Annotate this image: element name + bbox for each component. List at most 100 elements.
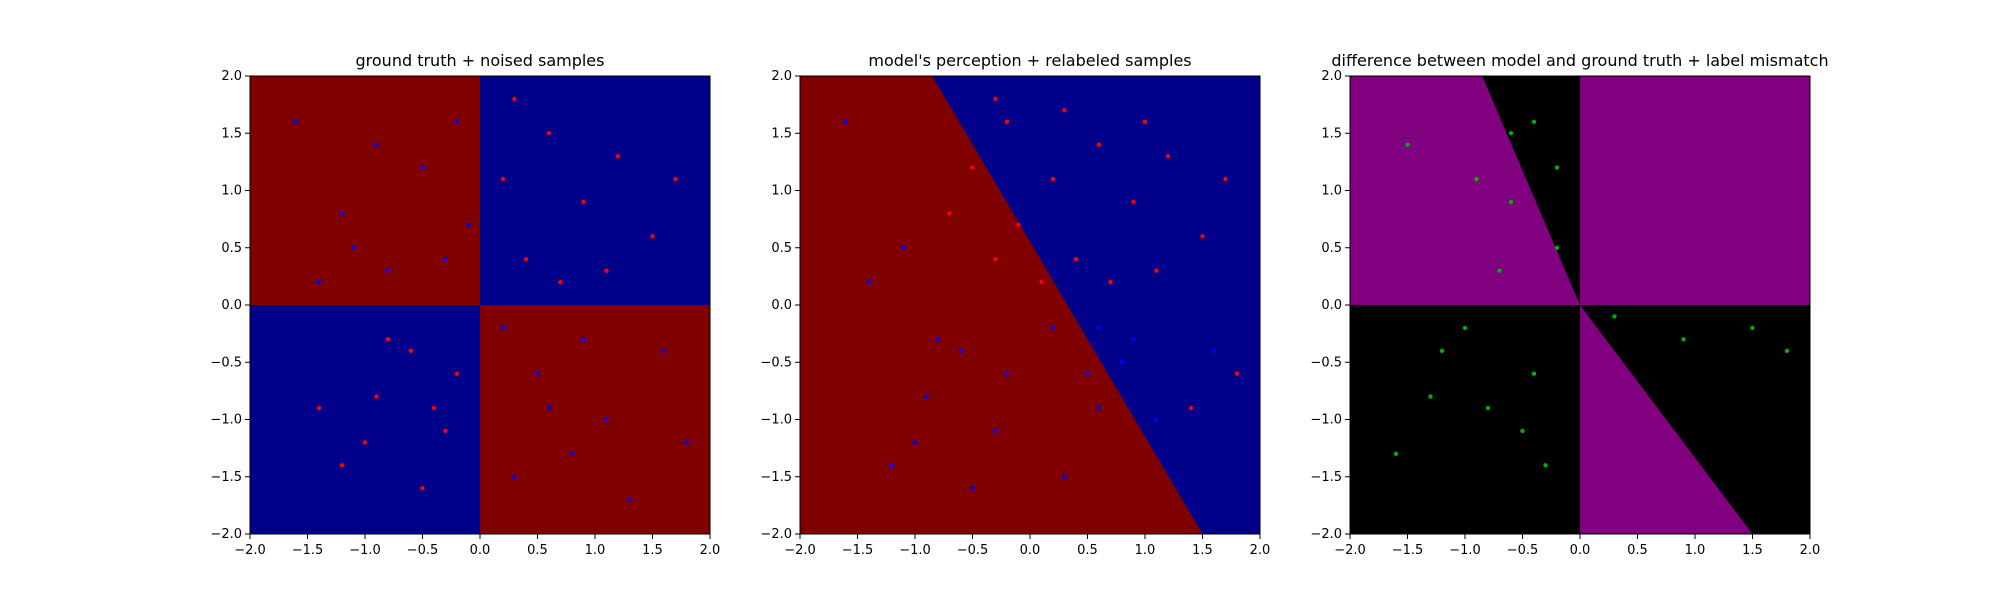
y-tick-label: −1.0 xyxy=(760,413,792,428)
data-point xyxy=(1004,119,1010,125)
x-tick-label: −1.0 xyxy=(1449,543,1481,558)
data-point xyxy=(843,119,849,125)
chart-title: model's perception + relabeled samples xyxy=(868,51,1191,70)
x-tick-label: −0.5 xyxy=(957,543,989,558)
data-point xyxy=(339,463,345,468)
plot-area xyxy=(249,75,711,535)
data-point xyxy=(1004,371,1010,376)
data-point xyxy=(1131,199,1136,205)
x-tick-label: −0.5 xyxy=(407,543,439,558)
data-point xyxy=(1508,199,1514,205)
data-point xyxy=(1508,131,1514,136)
data-point xyxy=(1520,428,1525,434)
data-point xyxy=(615,153,621,159)
data-point xyxy=(454,371,460,376)
plot-area xyxy=(799,75,1261,535)
data-point xyxy=(339,211,345,216)
data-point xyxy=(958,348,964,353)
x-tick-label: 1.5 xyxy=(1742,543,1763,558)
data-point xyxy=(466,222,471,228)
data-point xyxy=(374,394,379,399)
data-point xyxy=(1497,268,1502,273)
data-point xyxy=(408,348,414,353)
x-tick-label: 1.0 xyxy=(585,543,606,558)
data-point xyxy=(1554,245,1560,250)
data-point xyxy=(500,325,506,331)
data-point xyxy=(546,131,552,136)
x-tick-label: −1.5 xyxy=(1392,543,1424,558)
data-point xyxy=(604,268,609,273)
y-tick-label: 0.5 xyxy=(221,241,242,256)
region-mismatch-top-left xyxy=(1350,76,1580,305)
data-point xyxy=(500,176,506,182)
data-point xyxy=(1554,165,1560,170)
data-point xyxy=(970,486,975,491)
data-point xyxy=(1531,371,1537,376)
x-tick-label: 1.0 xyxy=(1135,543,1156,558)
plot-area xyxy=(1349,75,1811,535)
y-tick-label: 1.0 xyxy=(221,184,242,199)
y-tick-label: −0.5 xyxy=(760,355,792,370)
data-point xyxy=(454,119,460,125)
data-point xyxy=(443,428,448,434)
data-point xyxy=(993,96,998,102)
y-tick-label: 1.0 xyxy=(771,184,792,199)
data-point xyxy=(1085,371,1090,376)
data-point xyxy=(1200,234,1205,239)
x-tick-label: 0.0 xyxy=(1020,543,1041,558)
data-point xyxy=(1165,153,1171,159)
data-point xyxy=(627,497,632,502)
y-tick-label: 2.0 xyxy=(771,69,792,84)
data-point xyxy=(351,245,356,250)
data-point xyxy=(1784,348,1790,353)
data-point xyxy=(420,486,425,491)
data-point xyxy=(1096,142,1102,147)
region-mismatch-top-right xyxy=(1580,76,1810,305)
data-point xyxy=(1223,176,1228,182)
data-point xyxy=(1439,348,1445,353)
y-tick-label: −1.0 xyxy=(210,413,242,428)
y-tick-label: 1.0 xyxy=(1321,184,1342,199)
chart-title: ground truth + noised samples xyxy=(356,51,605,70)
data-point xyxy=(443,257,448,262)
chart-ground-truth: ground truth + noised samples −2.0 −1.5 −1… xyxy=(210,51,720,558)
x-tick-label: 1.0 xyxy=(1685,543,1706,558)
region-bottom-right xyxy=(480,305,710,534)
data-point xyxy=(420,165,425,170)
chart-difference: difference between model and ground trut… xyxy=(1310,51,1828,558)
x-tick-label: −0.5 xyxy=(1507,543,1539,558)
data-point xyxy=(581,199,586,205)
data-point xyxy=(1119,360,1125,365)
x-tick-label: 2.0 xyxy=(700,543,721,558)
data-point xyxy=(1405,142,1410,147)
y-tick-label: 0.0 xyxy=(771,298,792,313)
data-point xyxy=(1039,279,1044,285)
data-point xyxy=(604,417,609,422)
x-tick-label: 1.5 xyxy=(642,543,663,558)
x-tick-label: 0.5 xyxy=(527,543,548,558)
data-point xyxy=(316,279,322,285)
data-point xyxy=(1188,405,1194,411)
series-blue xyxy=(293,119,690,502)
data-point xyxy=(385,337,391,342)
y-tick-label: 0.0 xyxy=(1321,298,1342,313)
data-point xyxy=(866,279,872,285)
x-tick-label: −2.0 xyxy=(234,543,266,558)
data-point xyxy=(1050,325,1056,331)
x-tick-label: −1.0 xyxy=(899,543,931,558)
data-point xyxy=(512,474,517,479)
y-tick-label: 2.0 xyxy=(221,69,242,84)
data-point xyxy=(993,428,998,434)
x-tick-label: 2.0 xyxy=(1800,543,1821,558)
series-green xyxy=(1393,119,1790,468)
data-point xyxy=(1154,268,1159,273)
y-tick-label: −0.5 xyxy=(1310,355,1342,370)
data-point xyxy=(947,211,952,216)
data-point xyxy=(993,257,998,262)
data-point xyxy=(1750,325,1755,331)
data-point xyxy=(1428,394,1433,399)
data-point xyxy=(889,463,895,468)
data-point xyxy=(569,451,575,457)
data-point xyxy=(1211,348,1217,353)
